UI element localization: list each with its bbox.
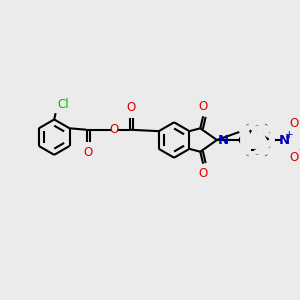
Text: O: O — [289, 117, 298, 130]
Text: +: + — [285, 130, 294, 140]
Text: O: O — [199, 167, 208, 180]
Text: O: O — [83, 146, 93, 159]
Text: N: N — [218, 134, 229, 146]
Text: O: O — [127, 101, 136, 114]
Text: N: N — [278, 134, 290, 146]
Text: O: O — [199, 100, 208, 112]
Text: O: O — [110, 123, 119, 136]
Text: Cl: Cl — [58, 98, 69, 111]
Text: O: O — [289, 151, 298, 164]
Text: -: - — [298, 144, 300, 154]
